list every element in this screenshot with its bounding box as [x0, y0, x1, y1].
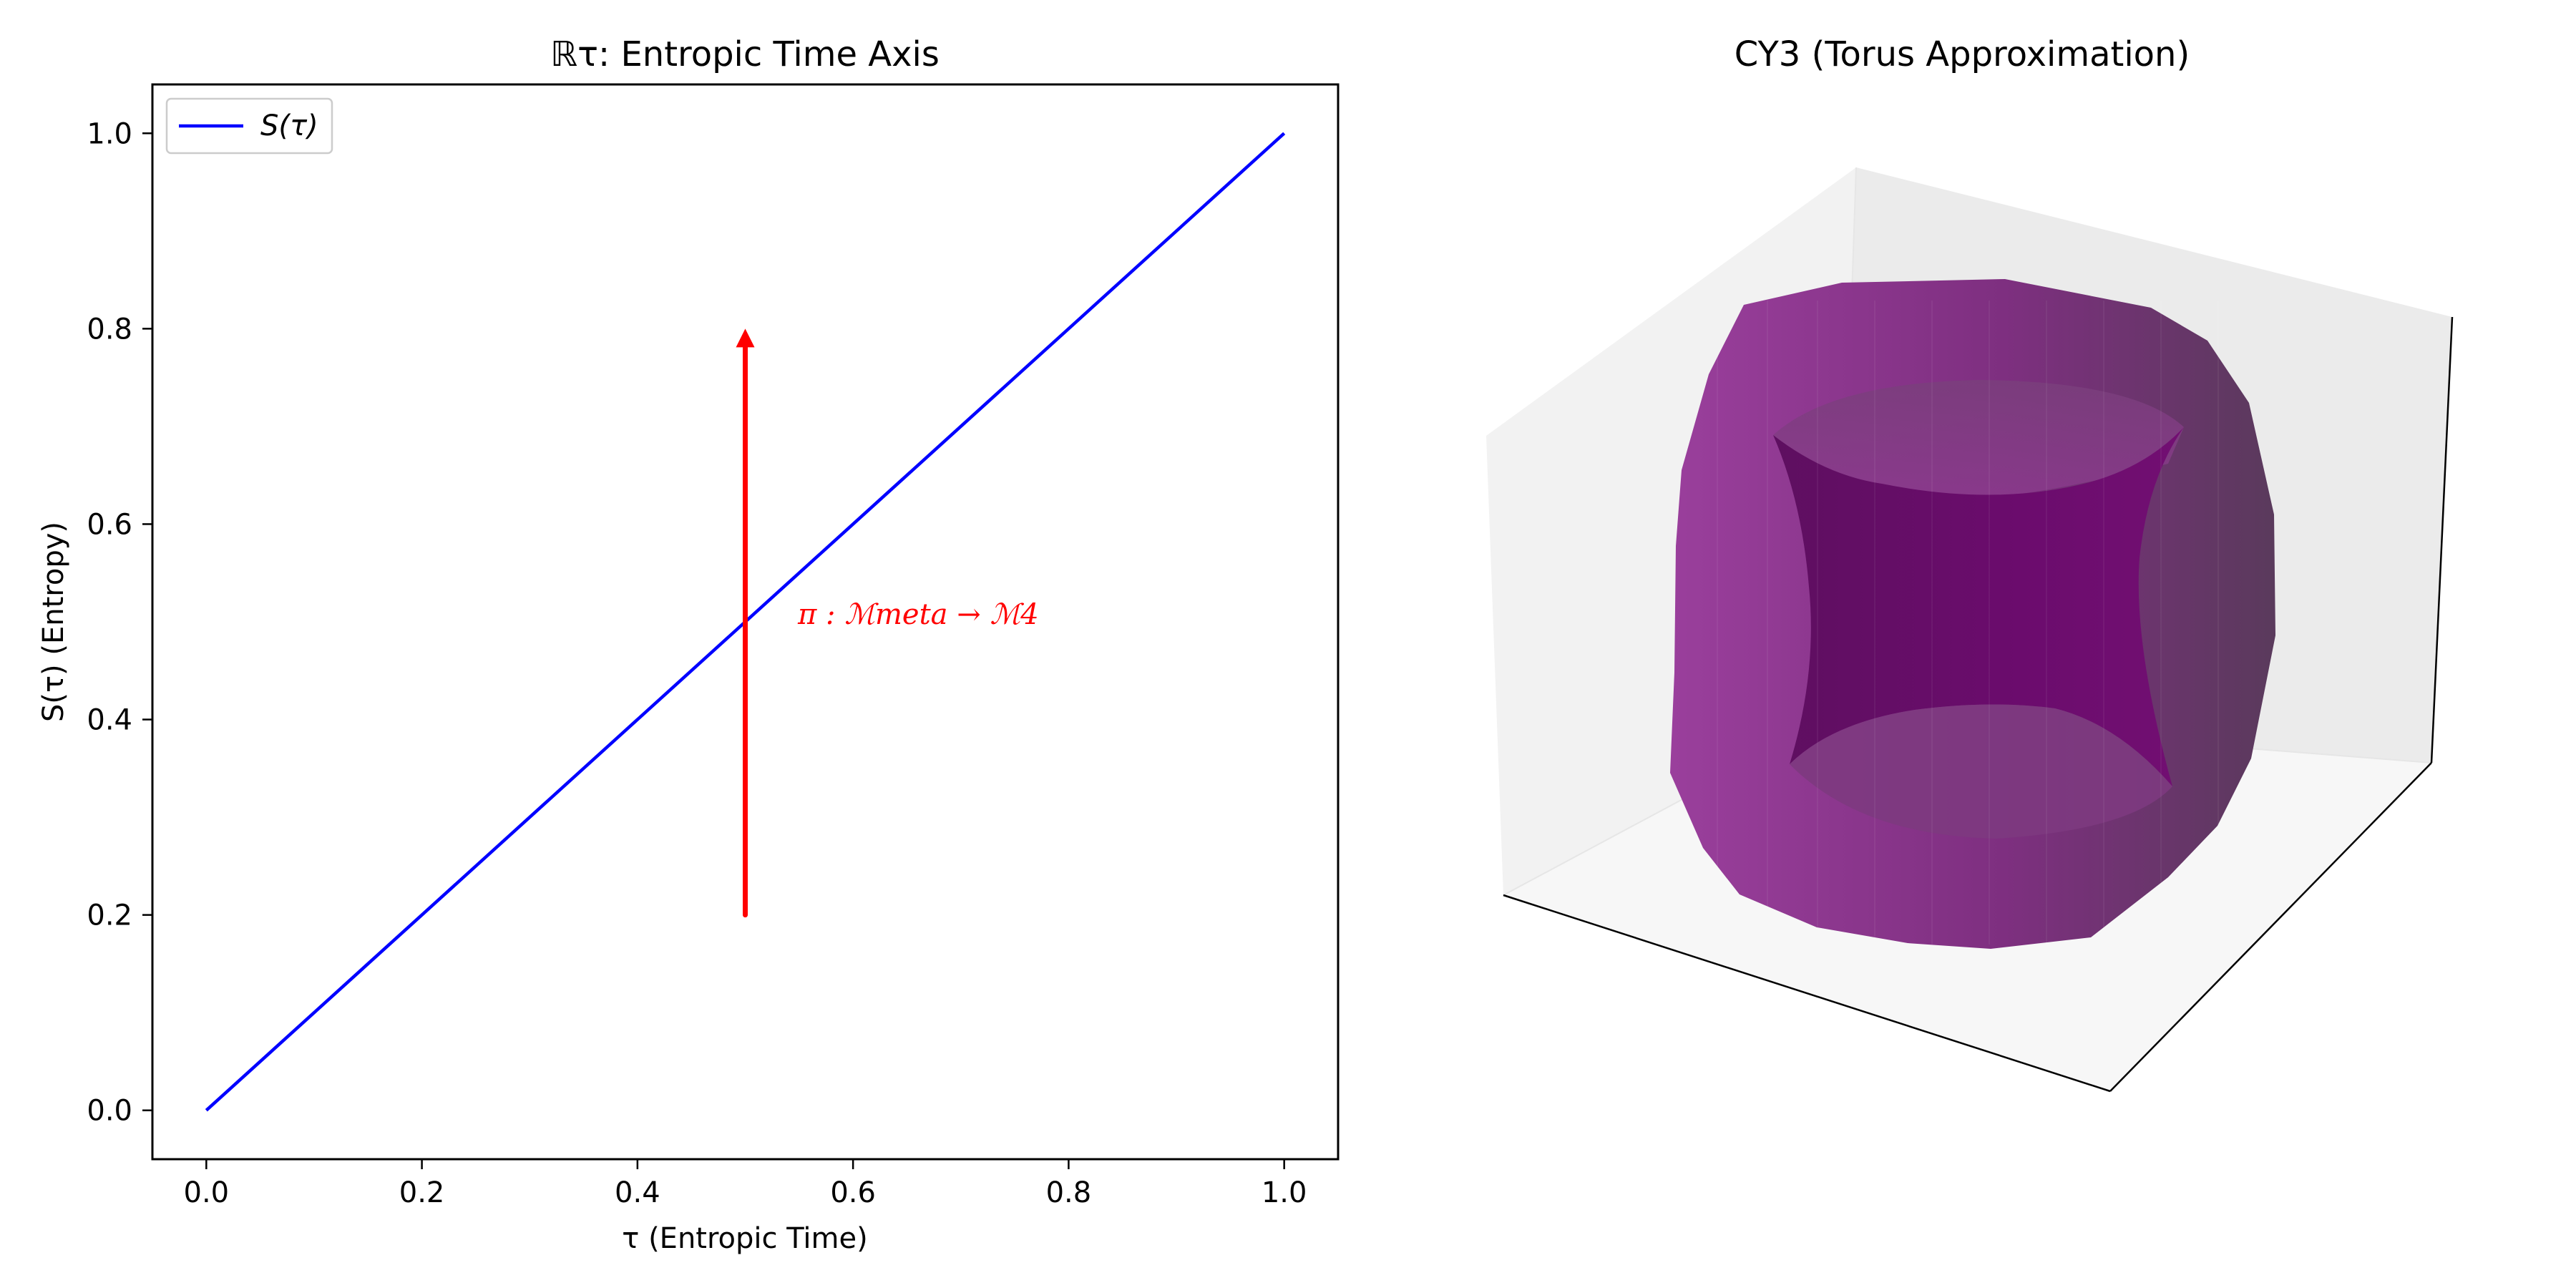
x-axis-3d — [1503, 894, 2111, 1093]
x-tick-label: 1.0 — [1262, 1176, 1307, 1209]
y-tick-label: 0.8 — [87, 313, 132, 346]
x-tick-label: 0.6 — [830, 1176, 876, 1209]
y-axis-3d — [2109, 762, 2432, 1092]
torus-facet-lines — [1717, 301, 2219, 945]
x-tick-label: 0.4 — [615, 1176, 660, 1209]
torus-hole — [1773, 427, 2184, 786]
y-tick-label: 0.6 — [87, 508, 132, 541]
x-tick-label: 0.2 — [399, 1176, 445, 1209]
right-chart-title: CY3 (Torus Approximation) — [1735, 34, 2190, 74]
projection-arrow-head — [736, 328, 755, 348]
x-axis-ticks: 0.0 0.2 0.4 0.6 0.8 1.0 — [184, 1159, 1307, 1209]
series-layer — [205, 132, 1286, 1112]
x-tick-label: 0.0 — [184, 1176, 230, 1209]
legend-label: S(τ) — [260, 109, 318, 142]
y-tick-label: 0.0 — [87, 1095, 132, 1128]
y-tick-label: 1.0 — [87, 117, 132, 150]
legend-box — [165, 97, 333, 155]
z-axis-3d — [2430, 316, 2454, 763]
y-axis-label: S(τ) (Entropy) — [37, 522, 70, 722]
legend: S(τ) — [165, 97, 333, 155]
y-axis-ticks: 0.0 0.2 0.4 0.6 0.8 1.0 — [87, 117, 152, 1128]
plot-area-frame — [151, 83, 1340, 1161]
torus-surface — [1670, 279, 2275, 949]
left-chart: ℝτ: Entropic Time Axis 0.0 0.2 0.4 0.6 0.8 1.… — [37, 34, 1340, 1255]
y-tick-label: 0.4 — [87, 704, 132, 737]
x-axis-label: τ (Entropic Time) — [622, 1222, 867, 1255]
x-tick-label: 0.8 — [1046, 1176, 1092, 1209]
torus-top-inner-ring — [1773, 380, 2184, 497]
projection-annotation: π : ℳmeta → ℳ4 — [797, 598, 1039, 631]
right-chart-3d: CY3 (Torus Approximation) — [1486, 34, 2454, 1093]
y-tick-label: 0.2 — [87, 899, 132, 932]
left-chart-title: ℝτ: Entropic Time Axis — [550, 34, 940, 74]
torus-bottom-inner-ring — [1790, 704, 2172, 839]
